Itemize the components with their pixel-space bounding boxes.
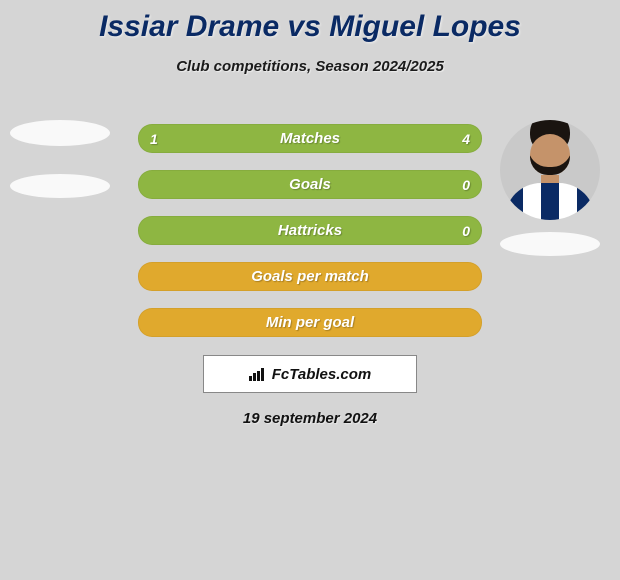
comparison-infographic: Issiar Drame vs Miguel Lopes Club compet… [0,0,620,580]
bars-icon [249,367,267,381]
stat-row: Goals 0 [138,170,482,199]
date-label: 19 september 2024 [243,410,377,427]
stat-right-value: 4 [462,131,470,147]
stat-label: Hattricks [278,222,342,239]
stats-panel: 1 Matches 4 Goals 0 Hattricks 0 Goals per match… [138,124,482,354]
stat-row: Goals per match [138,262,482,291]
player-right-avatar [500,120,600,220]
player-right-block [500,120,600,256]
stat-row: 1 Matches 4 [138,124,482,153]
stat-label: Min per goal [266,314,354,331]
player-right-neck [541,175,559,182]
brand-text-right: Tables.com [289,366,371,383]
brand-label: FcTables.com [249,366,372,383]
stat-right-value: 0 [462,223,470,239]
player-left-name-pill [10,174,110,198]
brand-text: FcTables.com [272,366,372,383]
stat-right-value: 0 [462,177,470,193]
stat-left-value: 1 [150,131,158,147]
brand-text-left: Fc [272,366,290,383]
player-right-jersey [505,183,595,220]
player-right-head [530,134,570,175]
subtitle: Club competitions, Season 2024/2025 [0,58,620,75]
stat-row: Hattricks 0 [138,216,482,245]
stat-label: Goals [289,176,331,193]
page-title: Issiar Drame vs Miguel Lopes [0,0,620,44]
brand-box: FcTables.com [203,355,417,393]
stat-row: Min per goal [138,308,482,337]
stat-label: Matches [280,130,340,147]
player-left-avatar-placeholder [10,120,110,146]
stat-label: Goals per match [251,268,369,285]
player-left-block [10,120,110,198]
player-right-name-pill [500,232,600,256]
